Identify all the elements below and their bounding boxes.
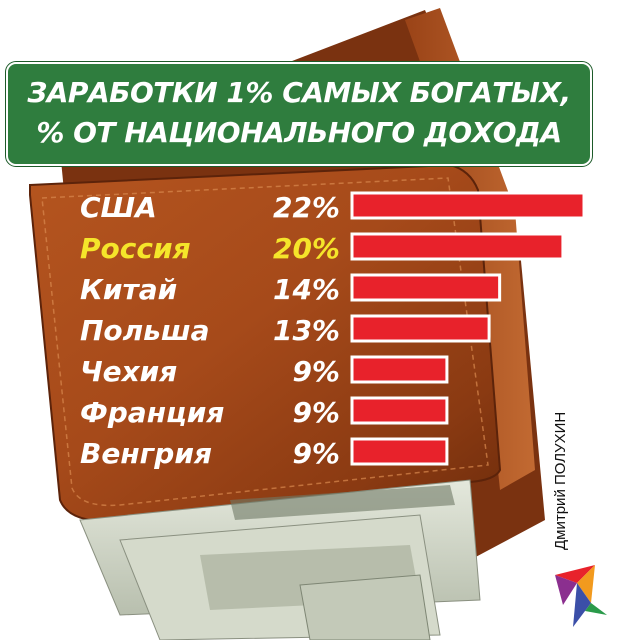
bar-1 xyxy=(350,232,565,261)
value-label-2: 14% xyxy=(273,273,340,306)
bar-2 xyxy=(350,273,502,302)
value-label-group: 22% 20% 14% 13% 9% 9% 9% xyxy=(273,191,340,470)
chart-title-line-1: ЗАРАБОТКИ 1% САМЫХ БОГАТЫХ, xyxy=(27,76,571,109)
category-label-5: Франция xyxy=(80,396,224,429)
bar-6 xyxy=(350,437,449,466)
author-credit: Дмитрий ПОЛУХИН xyxy=(552,411,569,550)
category-label-6: Венгрия xyxy=(80,437,212,470)
category-label-4: Чехия xyxy=(80,355,177,388)
chart-title-box: ЗАРАБОТКИ 1% САМЫХ БОГАТЫХ, % ОТ НАЦИОНА… xyxy=(6,62,592,166)
bar-4 xyxy=(350,355,449,384)
value-label-3: 13% xyxy=(273,314,340,347)
bar-3 xyxy=(350,314,491,343)
category-label-0: США xyxy=(80,191,157,224)
category-label-3: Польша xyxy=(80,314,210,347)
bar-5 xyxy=(350,396,449,425)
value-label-4: 9% xyxy=(292,355,340,388)
category-label-group: США Россия Китай Польша Чехия Франция Венгрия xyxy=(80,191,224,470)
bar-group xyxy=(350,191,586,466)
category-label-2: Китай xyxy=(80,273,177,306)
value-label-1: 20% xyxy=(273,232,340,265)
value-label-5: 9% xyxy=(292,396,340,429)
value-label-0: 22% xyxy=(273,191,340,224)
category-label-1: Россия xyxy=(80,232,191,265)
bird-logo xyxy=(555,565,607,627)
banknotes-illustration xyxy=(79,479,481,640)
value-label-6: 9% xyxy=(292,437,340,470)
chart-title-line-2: % ОТ НАЦИОНАЛЬНОГО ДОХОДА xyxy=(36,116,562,149)
bar-0 xyxy=(350,191,586,220)
